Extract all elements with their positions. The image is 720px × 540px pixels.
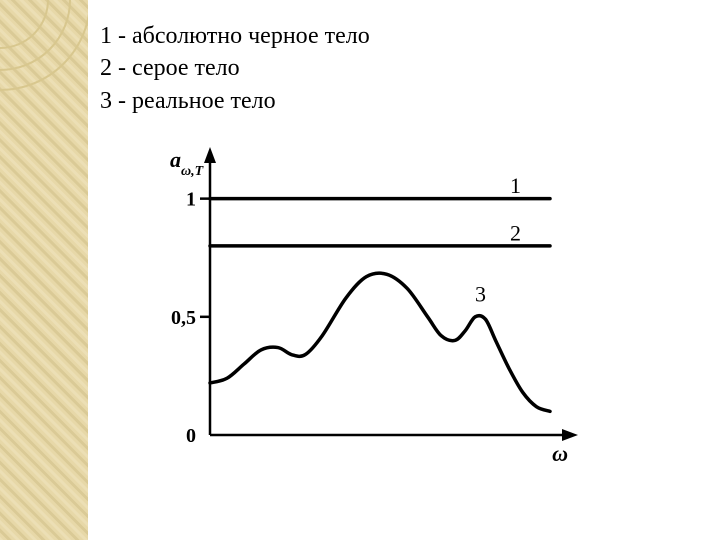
svg-text:aω,T: aω,T — [170, 147, 205, 179]
legend-line: 1 - абсолютно черное тело — [100, 20, 700, 52]
slide-content: 1 - абсолютно черное тело2 - серое тело3… — [100, 20, 700, 520]
svg-text:1: 1 — [186, 189, 196, 211]
svg-text:1: 1 — [510, 173, 521, 198]
legend-line: 3 - реальное тело — [100, 85, 700, 117]
svg-text:ω: ω — [552, 441, 568, 465]
chart-container: 0 0,5 1 aω,T ω 1 2 3 — [130, 135, 580, 465]
svg-text:2: 2 — [510, 220, 521, 245]
svg-text:3: 3 — [475, 282, 486, 307]
series-line3 — [210, 273, 550, 411]
decor-sidebar — [0, 0, 88, 540]
absorption-chart: 0 0,5 1 aω,T ω 1 2 3 — [130, 135, 580, 465]
svg-text:0,5: 0,5 — [171, 307, 196, 329]
svg-text:0: 0 — [186, 425, 196, 447]
decor-svg — [0, 0, 88, 540]
legend-line: 2 - серое тело — [100, 52, 700, 84]
legend-block: 1 - абсолютно черное тело2 - серое тело3… — [100, 20, 700, 117]
